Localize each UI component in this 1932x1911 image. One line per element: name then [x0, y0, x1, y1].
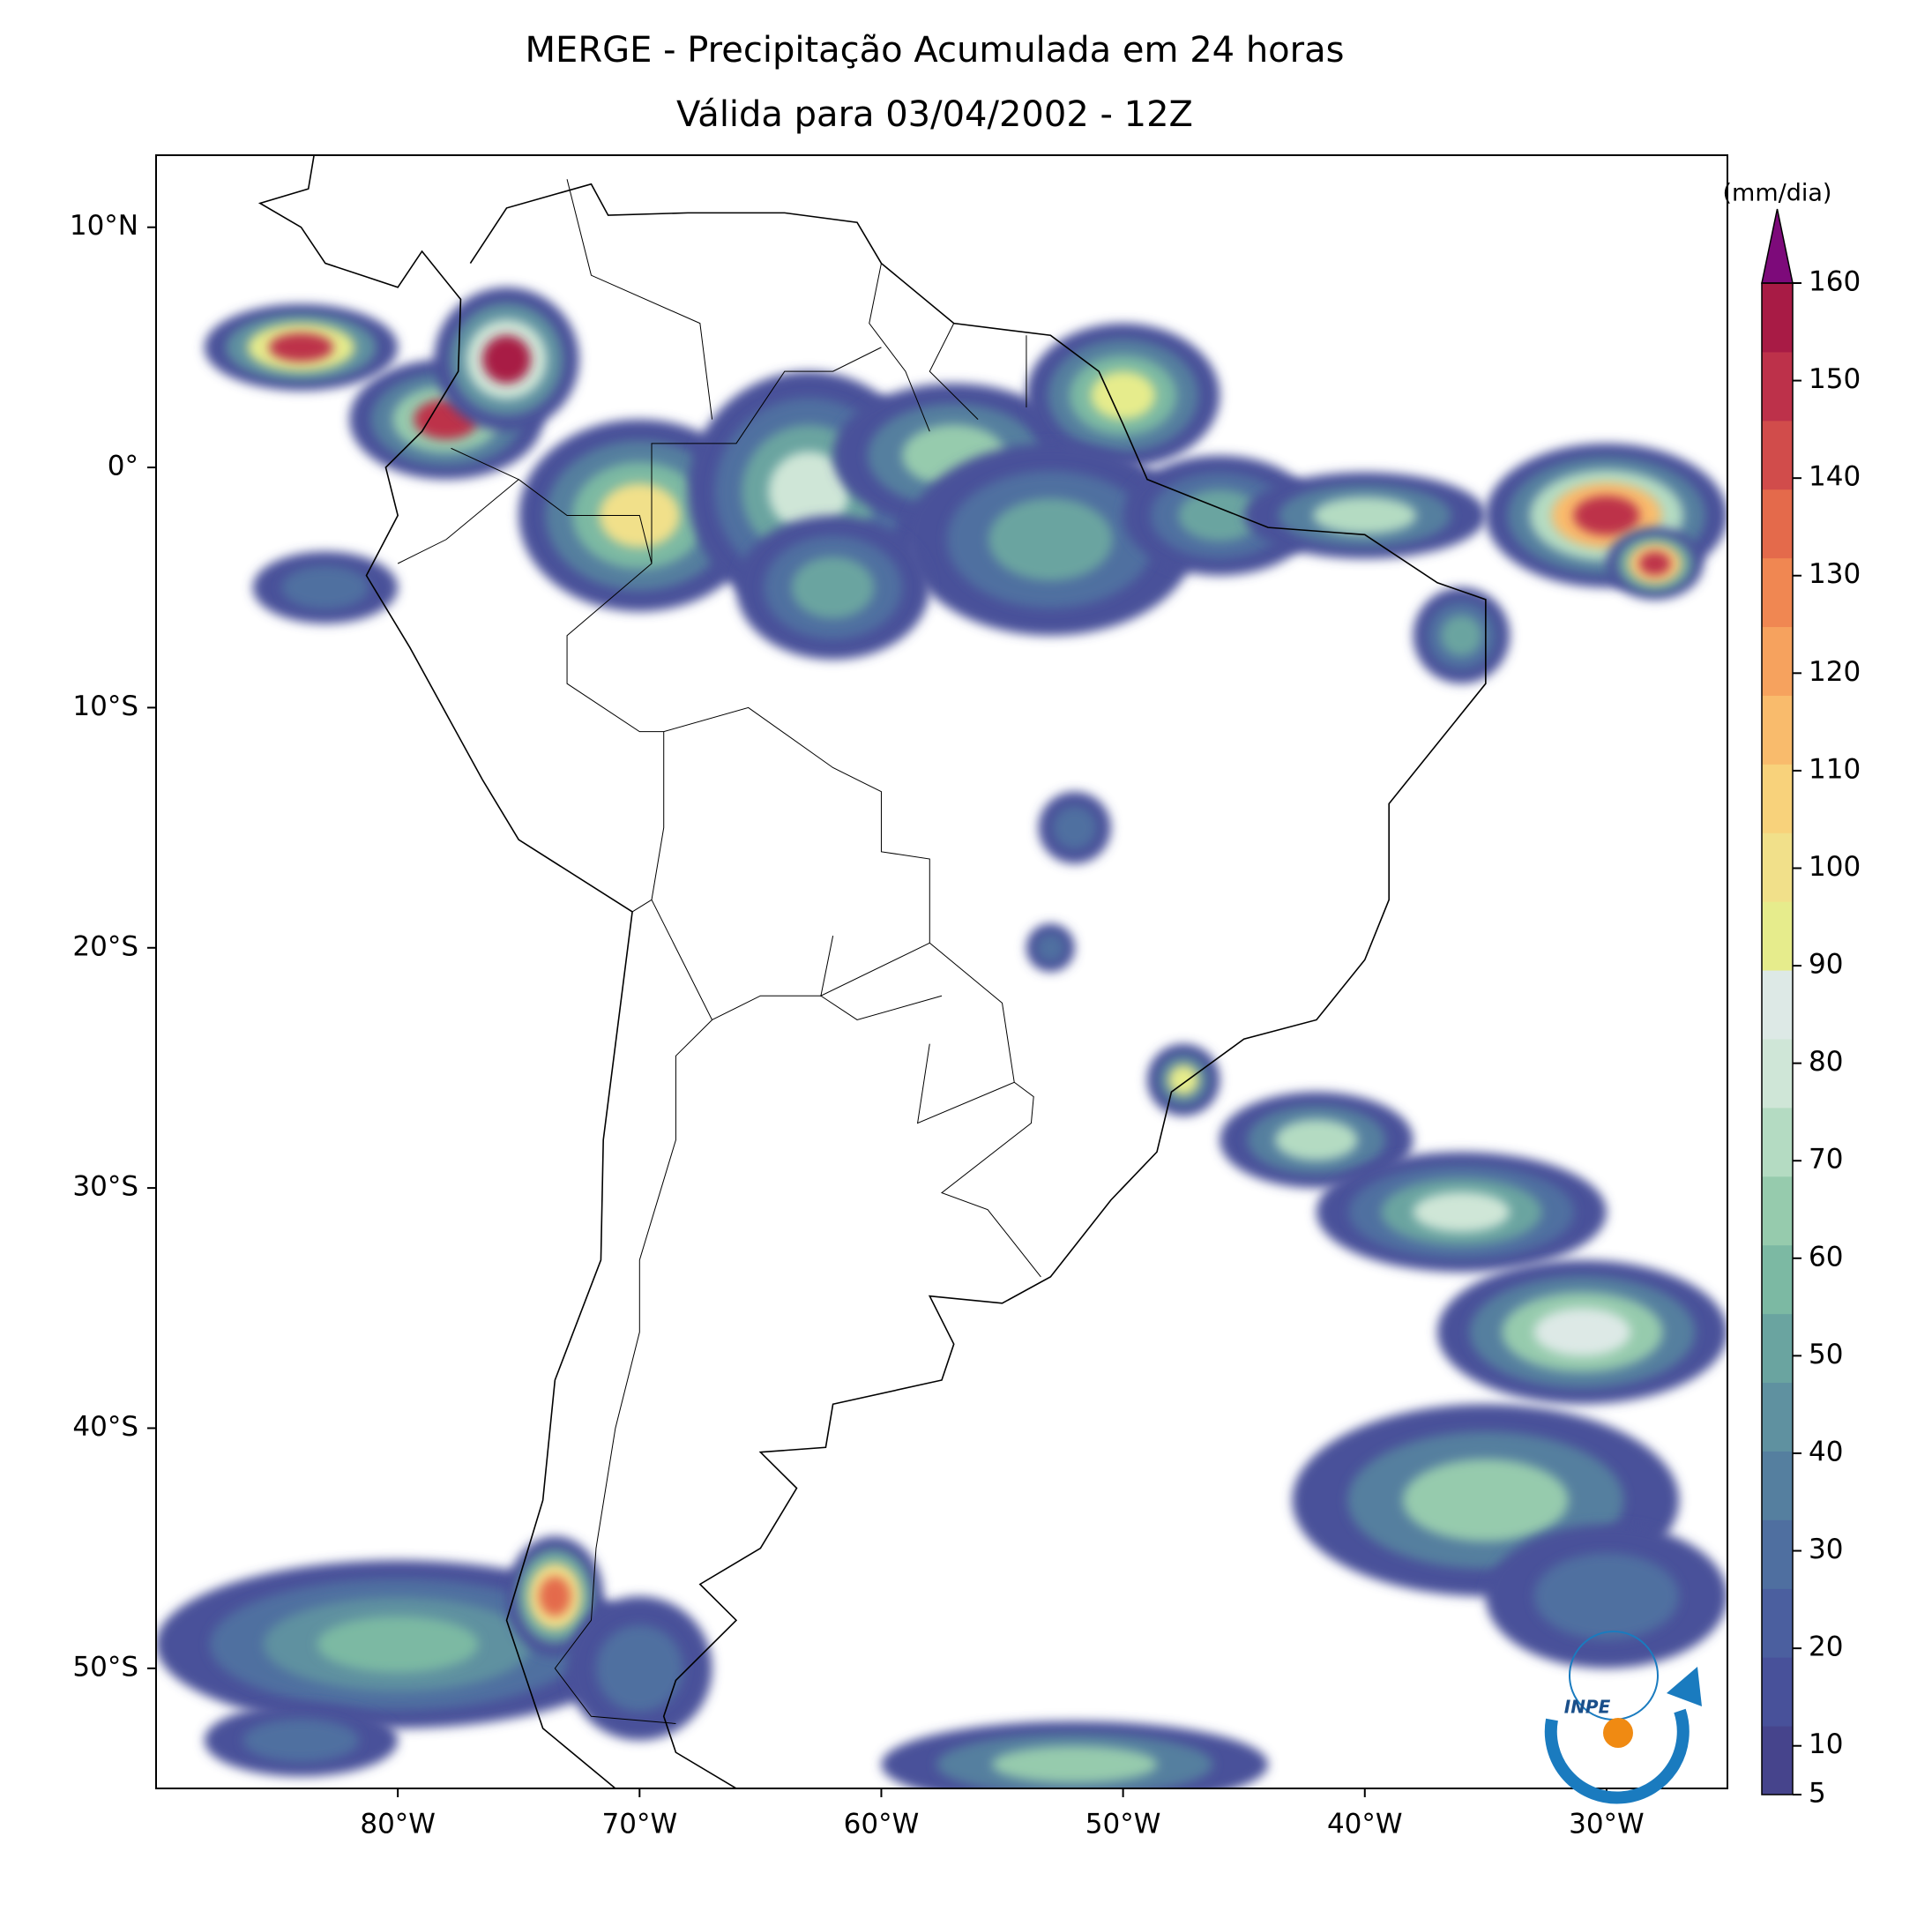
border [916, 1043, 1015, 1124]
precip-area [1178, 489, 1262, 541]
y-tick-label: 30°S [72, 1171, 138, 1203]
precip-area [1638, 551, 1672, 576]
border [451, 447, 519, 481]
colorbar-tick-label: 120 [1809, 656, 1861, 688]
border [566, 179, 713, 420]
colorbar-tick-label: 60 [1809, 1241, 1843, 1273]
colorbar-band [1762, 1726, 1793, 1795]
precip-area [1053, 806, 1097, 850]
precip-area [268, 332, 334, 362]
colorbar-band [1762, 1176, 1793, 1246]
colorbar-tick-label: 110 [1809, 753, 1861, 785]
colorbar-band [1762, 832, 1793, 902]
colorbar-band [1762, 1451, 1793, 1520]
precip-area [791, 556, 875, 619]
x-tick-label: 50°W [1085, 1809, 1161, 1840]
border [712, 995, 821, 1020]
precip-area [1035, 933, 1065, 963]
logo-text: INPE [1564, 1697, 1611, 1718]
precip-area [539, 1576, 571, 1616]
precip-area [1167, 1064, 1199, 1096]
precip-area [1402, 1459, 1569, 1541]
precip-area [242, 1719, 360, 1763]
precip-area [988, 498, 1113, 581]
precip-area [317, 1616, 479, 1673]
map-area [156, 155, 1727, 1788]
plot-frame [155, 154, 1728, 1789]
colorbar-band [1762, 489, 1793, 559]
x-tick-label: 40°W [1327, 1809, 1403, 1840]
colorbar-tick-label: 160 [1809, 266, 1861, 298]
colorbar-tick-label: 80 [1809, 1046, 1843, 1078]
border [820, 995, 943, 1021]
precip-area [1533, 1553, 1680, 1640]
precip-area [991, 1745, 1158, 1783]
y-tick-label: 50°S [72, 1651, 138, 1683]
colorbar-band [1762, 901, 1793, 971]
precip-area [482, 335, 531, 384]
colorbar-tick-label: 130 [1809, 558, 1861, 590]
colorbar-band [1762, 1107, 1793, 1177]
border [929, 323, 979, 420]
precip-area [1091, 371, 1156, 420]
border [397, 479, 653, 564]
x-tick-label: 30°W [1569, 1809, 1645, 1840]
colorbar-tick-label: 50 [1809, 1339, 1843, 1370]
x-tick-label: 60°W [844, 1809, 920, 1840]
coastline [257, 155, 1487, 1788]
border [820, 936, 930, 997]
colorbar-band [1762, 626, 1793, 696]
colorbar-extend [1761, 208, 1794, 284]
y-tick-label: 10°N [70, 210, 138, 242]
colorbar-band [1762, 1039, 1793, 1109]
precip-area [1440, 615, 1482, 657]
y-tick-label: 10°S [72, 690, 138, 722]
border [869, 263, 930, 432]
precip-area [1274, 1119, 1358, 1161]
colorbar-tick-label: 90 [1809, 949, 1843, 981]
colorbar-band [1762, 1313, 1793, 1384]
colorbar-tick-label: 30 [1809, 1534, 1843, 1565]
colorbar-tick-label: 140 [1809, 461, 1861, 493]
colorbar-band [1762, 1382, 1793, 1452]
precip-area [281, 565, 369, 609]
x-tick-label: 70°W [602, 1809, 678, 1840]
colorbar-band [1762, 557, 1793, 628]
colorbar-band [1762, 1657, 1793, 1727]
colorbar-band [1762, 420, 1793, 490]
precip-area [1313, 496, 1417, 534]
y-tick-label: 40°S [72, 1411, 138, 1443]
chart-subtitle: Válida para 03/04/2002 - 12Z [676, 94, 1193, 135]
colorbar-frame [1761, 282, 1794, 1795]
colorbar-band [1762, 1588, 1793, 1658]
logo: INPE [1544, 1631, 1702, 1804]
colorbar-band [1762, 283, 1793, 353]
x-tick-label: 80°W [360, 1809, 436, 1840]
precip-area [768, 451, 849, 532]
colorbar-tick-label: 40 [1809, 1436, 1843, 1467]
colorbar-band [1762, 351, 1793, 422]
chart-title: MERGE - Precipitação Acumulada em 24 hor… [526, 30, 1345, 71]
y-tick-label: 20°S [72, 930, 138, 962]
precip-area [1533, 1308, 1631, 1356]
colorbar-band [1762, 970, 1793, 1040]
border [631, 731, 665, 913]
precip-area [595, 1624, 683, 1712]
border [566, 347, 1041, 1278]
colorbar-label: (mm/dia) [1723, 180, 1832, 207]
colorbar-tick-label: 100 [1809, 851, 1861, 883]
precip-area [1413, 1191, 1511, 1233]
colorbar-band [1762, 695, 1793, 765]
colorbar-tick-label: 10 [1809, 1728, 1843, 1760]
precip-area [1573, 496, 1640, 535]
colorbar-band [1762, 764, 1793, 833]
colorbar-tick-label: 70 [1809, 1144, 1843, 1176]
colorbar-band [1762, 1519, 1793, 1589]
colorbar-tick-label: 5 [1809, 1778, 1826, 1810]
colorbar-tick-label: 150 [1809, 363, 1861, 395]
colorbar-tick-label: 20 [1809, 1631, 1843, 1663]
colorbar-band [1762, 1244, 1793, 1315]
y-tick-label: 0° [108, 451, 138, 482]
